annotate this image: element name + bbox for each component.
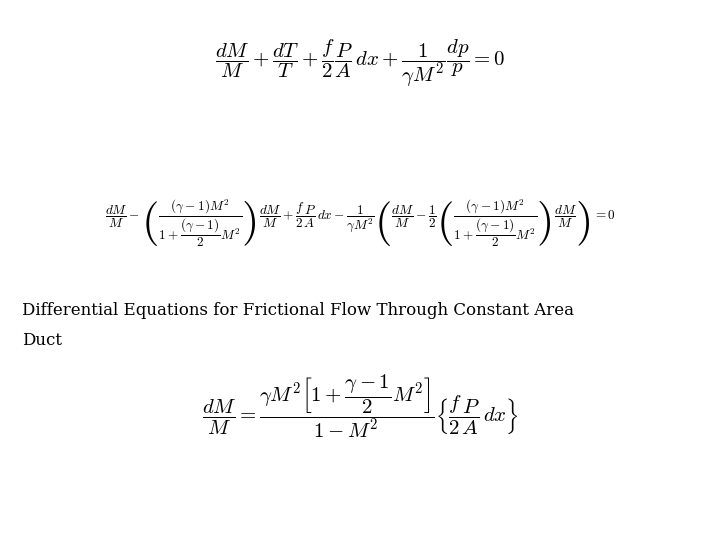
Text: $\dfrac{dM}{M} + \dfrac{dT}{T} + \dfrac{f}{2}\dfrac{P}{A}\,dx + \dfrac{1}{\gamma: $\dfrac{dM}{M} + \dfrac{dT}{T} + \dfrac{… <box>215 38 505 89</box>
Text: $\dfrac{dM}{M} = \dfrac{\gamma M^2\left[1+\dfrac{\gamma-1}{2}M^2\right]}{1-M^2}\: $\dfrac{dM}{M} = \dfrac{\gamma M^2\left[… <box>202 373 518 441</box>
Text: Differential Equations for Frictional Flow Through Constant Area: Differential Equations for Frictional Fl… <box>22 302 574 319</box>
Text: $\dfrac{dM}{M} - \left\{\dfrac{(\gamma-1)M^2}{1+\dfrac{(\gamma-1)}{2}M^2}\right\: $\dfrac{dM}{M} - \left\{\dfrac{(\gamma-1… <box>104 197 616 249</box>
Text: Duct: Duct <box>22 332 62 349</box>
